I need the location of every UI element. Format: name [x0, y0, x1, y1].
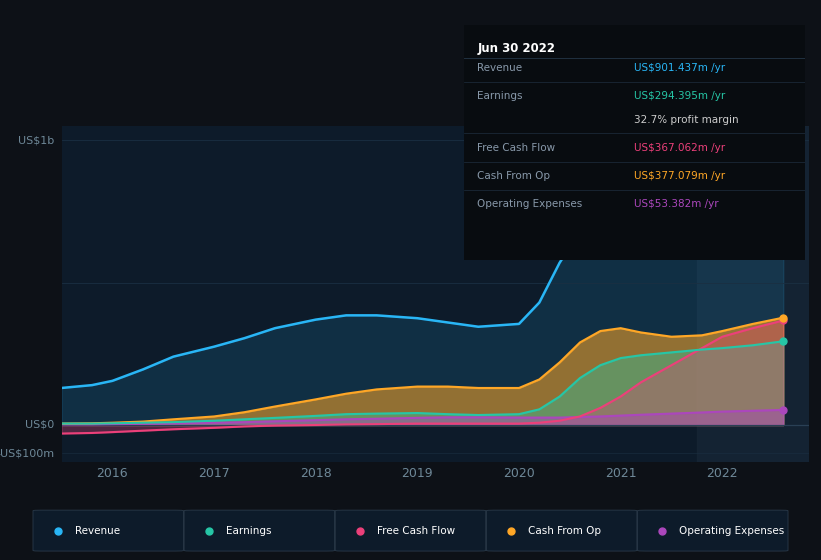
Text: US$294.395m /yr: US$294.395m /yr [635, 91, 726, 101]
Text: US$1b: US$1b [18, 135, 54, 145]
FancyBboxPatch shape [638, 510, 788, 551]
FancyBboxPatch shape [486, 510, 637, 551]
Text: Earnings: Earnings [226, 526, 271, 535]
FancyBboxPatch shape [184, 510, 335, 551]
Text: Cash From Op: Cash From Op [528, 526, 601, 535]
Text: Operating Expenses: Operating Expenses [679, 526, 784, 535]
Text: US$53.382m /yr: US$53.382m /yr [635, 199, 719, 209]
Text: -US$100m: -US$100m [0, 449, 54, 459]
Text: US$901.437m /yr: US$901.437m /yr [635, 63, 725, 73]
Text: Earnings: Earnings [478, 91, 523, 101]
Text: Free Cash Flow: Free Cash Flow [377, 526, 455, 535]
Text: 32.7% profit margin: 32.7% profit margin [635, 115, 739, 124]
Text: US$367.062m /yr: US$367.062m /yr [635, 143, 725, 153]
Text: Operating Expenses: Operating Expenses [478, 199, 583, 209]
FancyBboxPatch shape [33, 510, 183, 551]
Text: Free Cash Flow: Free Cash Flow [478, 143, 556, 153]
FancyBboxPatch shape [335, 510, 486, 551]
Text: Revenue: Revenue [478, 63, 523, 73]
Bar [697, 126, 809, 462]
Text: Jun 30 2022: Jun 30 2022 [478, 41, 556, 55]
Text: US$377.079m /yr: US$377.079m /yr [635, 171, 725, 181]
Text: US$0: US$0 [25, 420, 54, 430]
Text: Revenue: Revenue [75, 526, 120, 535]
Text: Cash From Op: Cash From Op [478, 171, 551, 181]
